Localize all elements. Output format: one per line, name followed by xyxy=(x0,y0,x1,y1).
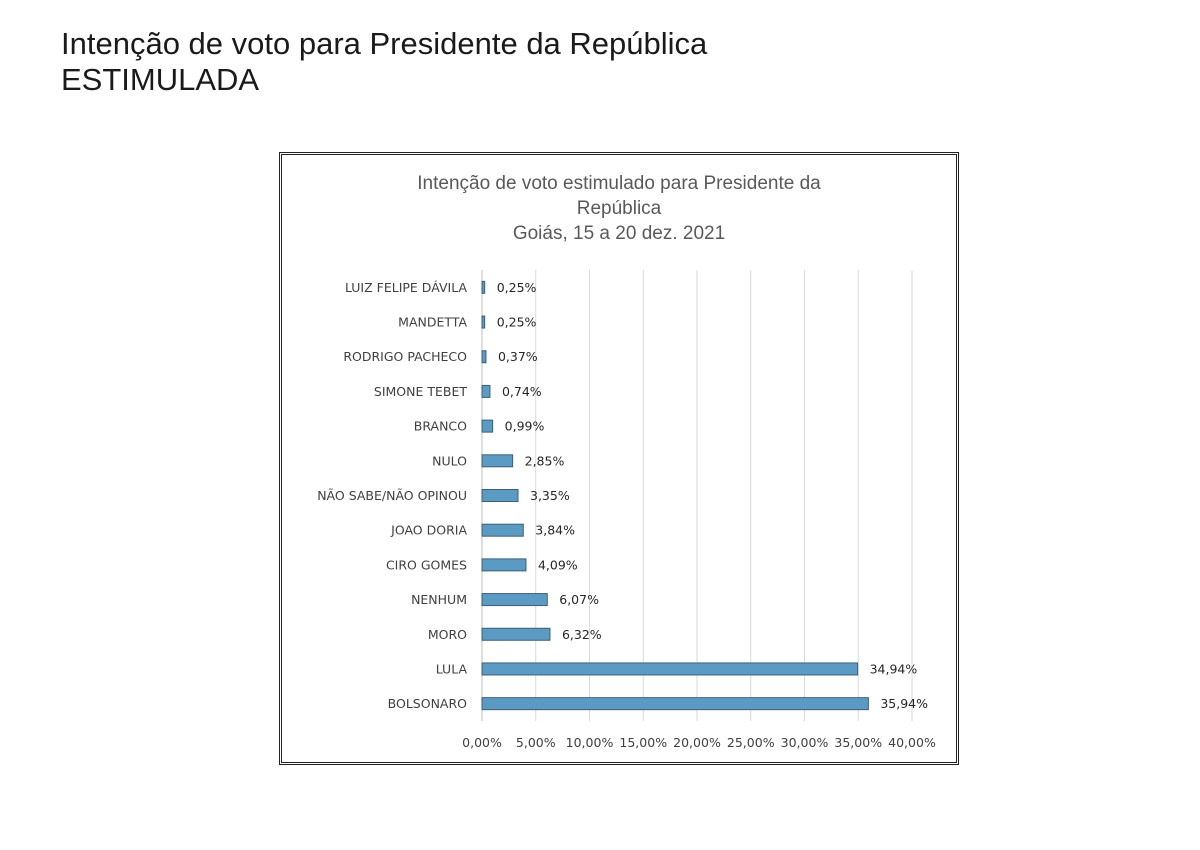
category-label: BRANCO xyxy=(414,419,467,434)
bar xyxy=(481,280,486,294)
x-tick-label: 20,00% xyxy=(673,735,721,750)
data-label: 0,37% xyxy=(498,349,538,364)
bar xyxy=(481,697,869,711)
bar xyxy=(481,489,519,502)
category-label: MORO xyxy=(428,627,467,642)
bar xyxy=(481,558,527,572)
bar xyxy=(481,627,551,641)
bar xyxy=(481,523,524,537)
page-title-line2: ESTIMULADA xyxy=(61,62,260,97)
x-tick-label: 30,00% xyxy=(781,735,829,750)
bar xyxy=(481,315,486,329)
category-label: SIMONE TEBET xyxy=(374,384,467,399)
data-label: 0,74% xyxy=(502,384,542,399)
page-title-line1: Intenção de voto para Presidente da Repú… xyxy=(61,26,708,61)
data-label: 3,35% xyxy=(530,488,570,503)
x-tick-label: 0,00% xyxy=(462,735,502,750)
x-tick-label: 15,00% xyxy=(619,735,667,750)
chart-title-line3: Goiás, 15 a 20 dez. 2021 xyxy=(512,223,726,244)
chart-title: Intenção de voto estimulado para Preside… xyxy=(282,171,956,246)
category-label: JOAO DORIA xyxy=(390,523,467,538)
data-label: 3,84% xyxy=(535,523,575,538)
x-tick-label: 35,00% xyxy=(834,735,882,750)
x-tick-label: 25,00% xyxy=(727,735,775,750)
category-label: MANDETTA xyxy=(398,315,467,330)
category-label: CIRO GOMES xyxy=(386,557,467,572)
category-label: LUIZ FELIPE DÁVILA xyxy=(345,280,468,295)
chart-frame: Intenção de voto estimulado para Preside… xyxy=(279,152,959,765)
chart-title-line1: Intenção de voto estimulado para Preside… xyxy=(417,173,821,194)
chart-title-line2: República xyxy=(576,198,662,219)
category-label: NENHUM xyxy=(411,592,467,607)
x-tick-label: 10,00% xyxy=(566,735,614,750)
bar xyxy=(481,593,548,607)
data-label: 0,25% xyxy=(497,315,537,330)
x-tick-label: 5,00% xyxy=(516,735,556,750)
data-label: 35,94% xyxy=(880,696,928,711)
category-label: NÃO SABE/NÃO OPINOU xyxy=(317,488,467,503)
bar xyxy=(481,419,494,433)
data-label: 34,94% xyxy=(870,661,918,676)
data-label: 2,85% xyxy=(525,453,565,468)
bar xyxy=(481,454,514,468)
category-label: LULA xyxy=(436,661,468,676)
x-tick-label: 40,00% xyxy=(888,735,936,750)
bar xyxy=(481,350,487,364)
bar xyxy=(481,384,491,398)
category-label: RODRIGO PACHECO xyxy=(343,349,467,364)
data-label: 4,09% xyxy=(538,557,578,572)
data-label: 0,25% xyxy=(497,280,537,295)
data-label: 6,07% xyxy=(559,592,599,607)
bar xyxy=(481,662,859,676)
bar-chart: 0,00% 5,00% 10,00% 15,00% 20,00% 25,00% 30,00%… xyxy=(317,270,936,750)
category-label: BOLSONARO xyxy=(388,696,468,711)
category-label: NULO xyxy=(432,453,467,468)
page-title: Intenção de voto para Presidente da Repú… xyxy=(61,26,707,98)
data-label: 0,99% xyxy=(505,419,545,434)
data-label: 6,32% xyxy=(562,627,602,642)
